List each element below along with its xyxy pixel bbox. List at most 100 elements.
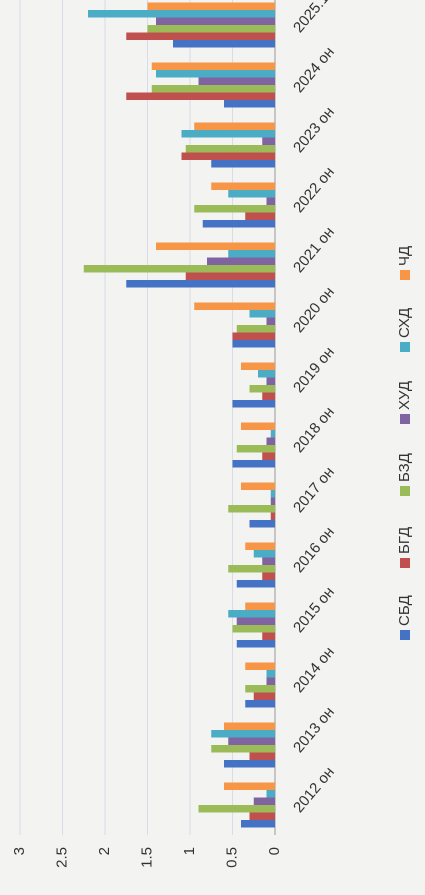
bar (194, 122, 275, 130)
x-tick-label: 2016 он (290, 524, 338, 576)
x-tick-label: 2022 он (290, 164, 338, 216)
bar (266, 670, 275, 678)
bar (207, 257, 275, 265)
bar (236, 640, 275, 648)
bar (224, 782, 275, 790)
bar (126, 92, 275, 100)
bar (156, 17, 275, 25)
bar (258, 370, 275, 378)
bar (228, 737, 275, 745)
bar (262, 557, 275, 565)
bar (126, 32, 275, 40)
bar (83, 265, 275, 273)
bar (249, 812, 275, 820)
bar (232, 625, 275, 633)
bar (228, 190, 275, 198)
legend-label: ХУД (396, 381, 413, 410)
bar (249, 520, 275, 528)
legend-swatch (400, 414, 410, 424)
bar (241, 362, 275, 370)
legend-swatch (400, 342, 410, 352)
bar (270, 512, 275, 520)
bar (262, 572, 275, 580)
bar (236, 445, 275, 453)
legend-label: БГД (396, 527, 413, 554)
bar (198, 77, 275, 85)
bar (245, 685, 275, 693)
bar (194, 302, 275, 310)
y-tick-label: 1.5 (138, 847, 155, 868)
bar (156, 70, 275, 78)
x-tick-label: 2021 он (290, 224, 338, 276)
bar (232, 460, 275, 468)
bar (245, 542, 275, 550)
bar (253, 550, 275, 558)
y-tick-label: 0.5 (223, 847, 240, 868)
y-tick-label: 3 (11, 847, 28, 855)
bar (253, 797, 275, 805)
x-tick-label: 2024 он (290, 44, 338, 96)
bar (232, 400, 275, 408)
bar (245, 212, 275, 220)
bar (224, 100, 275, 108)
bar (202, 220, 275, 228)
x-tick-label: 2012 он (290, 764, 338, 816)
y-tick-label: 2.5 (53, 847, 70, 868)
bar (245, 602, 275, 610)
bar (88, 10, 275, 18)
bar (224, 760, 275, 768)
legend-swatch (400, 270, 410, 280)
x-tick-label: 2015 он (290, 584, 338, 636)
bar (228, 565, 275, 573)
bar (266, 377, 275, 385)
bar (228, 250, 275, 258)
x-tick-label: 2020 он (290, 284, 338, 336)
bar (249, 310, 275, 318)
bar (266, 677, 275, 685)
x-tick-label: 2023 он (290, 104, 338, 156)
bar (228, 610, 275, 618)
y-tick-label: 1 (181, 847, 198, 855)
bar (266, 790, 275, 798)
legend-swatch (400, 486, 410, 496)
bar (249, 385, 275, 393)
x-tick-label: 2014 он (290, 644, 338, 696)
bar (236, 617, 275, 625)
x-tick-label: 2025.11 (290, 0, 337, 36)
bar (173, 40, 275, 48)
bar (245, 662, 275, 670)
x-tick-label: 2017 он (290, 464, 338, 516)
bar (266, 197, 275, 205)
legend-label: ЧД (396, 246, 413, 266)
bar (181, 130, 275, 138)
bar (241, 482, 275, 490)
y-tick-label: 2 (96, 847, 113, 855)
bar (224, 722, 275, 730)
legend-label: БЗД (396, 453, 413, 482)
bar (241, 820, 275, 828)
bar (262, 392, 275, 400)
bar (236, 580, 275, 588)
bar (232, 340, 275, 348)
bar (151, 85, 275, 93)
bar (249, 752, 275, 760)
bar (262, 632, 275, 640)
x-tick-label: 2019 он (290, 344, 338, 396)
bar (236, 325, 275, 333)
legend-swatch (400, 558, 410, 568)
bar (270, 430, 275, 438)
bar (156, 242, 275, 250)
y-tick-label: 0 (266, 847, 283, 855)
bar (266, 437, 275, 445)
bar (211, 160, 275, 168)
bar (185, 145, 275, 153)
bar (151, 62, 275, 70)
x-tick-label: 2018 он (290, 404, 338, 456)
legend-label: СХД (396, 308, 413, 338)
bar (185, 272, 275, 280)
legend-label: СБД (396, 595, 413, 626)
bar (262, 137, 275, 145)
bar (194, 205, 275, 213)
bar (270, 490, 275, 498)
